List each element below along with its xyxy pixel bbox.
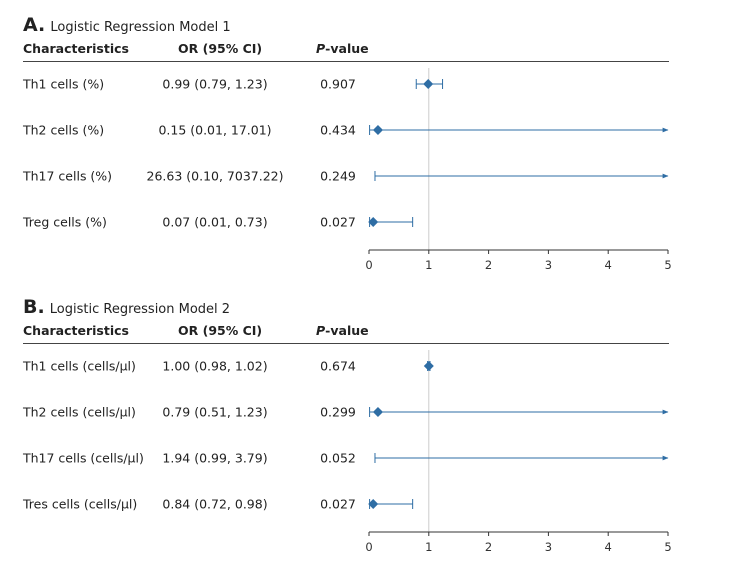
row-p-value: 0.674 xyxy=(320,358,356,374)
row-name: Th17 cells (cells/µl) xyxy=(23,450,144,466)
header-p-value: P-value xyxy=(316,323,369,338)
row-name: Th2 cells (%) xyxy=(23,122,105,138)
row-p-value: 0.052 xyxy=(320,450,356,466)
header-p-rest: -value xyxy=(325,41,369,56)
or-point xyxy=(372,407,383,417)
row-or-ci: 1.94 (0.99, 3.79) xyxy=(162,450,268,466)
x-tick-label: 5 xyxy=(664,540,671,554)
row-or-ci: 0.07 (0.01, 0.73) xyxy=(162,214,268,230)
x-tick-label: 4 xyxy=(605,540,612,554)
row-p-value: 0.299 xyxy=(320,404,356,420)
header-p-value: P-value xyxy=(316,41,369,56)
row-p-value: 0.027 xyxy=(320,214,356,230)
x-tick-label: 1 xyxy=(425,258,432,272)
row-p-value: 0.027 xyxy=(320,496,356,512)
row-p-value: 0.249 xyxy=(320,168,356,184)
row-or-ci: 0.15 (0.01, 17.01) xyxy=(158,122,272,138)
row-name: Th1 cells (cells/µl) xyxy=(23,358,136,374)
x-tick-label: 0 xyxy=(365,258,372,272)
header-or-ci: OR (95% CI) xyxy=(178,41,263,56)
panel-letter: A. xyxy=(23,14,46,36)
panel-name: Logistic Regression Model 2 xyxy=(49,302,231,317)
or-point xyxy=(423,79,434,89)
row-or-ci: 1.00 (0.98, 1.02) xyxy=(162,358,268,374)
header-rule xyxy=(23,343,669,344)
forest-panel-b: B. Logistic Regression Model 2 Character… xyxy=(0,282,731,564)
or-point xyxy=(372,125,383,135)
header-characteristics: Characteristics xyxy=(23,41,129,56)
forest-plot-b: 0 1 2 3 4 5 xyxy=(365,350,672,554)
forest-plot-a: 0 1 2 3 4 5 xyxy=(365,68,672,272)
or-point xyxy=(368,217,379,227)
panel-title: A. Logistic Regression Model 1 xyxy=(23,14,231,36)
x-tick-label: 0 xyxy=(365,540,372,554)
row-p-value: 0.434 xyxy=(320,122,356,138)
row-or-ci: 0.84 (0.72, 0.98) xyxy=(162,496,268,512)
row-name: Tres cells (cells/µl) xyxy=(23,496,138,512)
row-name: Treg cells (%) xyxy=(23,214,107,230)
row-name: Th1 cells (%) xyxy=(23,76,105,92)
header-p-italic: P xyxy=(316,323,326,338)
x-tick-label: 3 xyxy=(545,540,552,554)
x-tick-label: 5 xyxy=(664,258,671,272)
row-p-value: 0.907 xyxy=(320,76,356,92)
panel-name: Logistic Regression Model 1 xyxy=(50,20,231,35)
forest-panel-a: A. Logistic Regression Model 1 Character… xyxy=(23,14,672,272)
x-tick-label: 4 xyxy=(605,258,612,272)
panel-letter: B. xyxy=(23,296,45,318)
header-characteristics: Characteristics xyxy=(23,323,129,338)
x-tick-label: 2 xyxy=(485,258,492,272)
row-name: Th17 cells (%) xyxy=(23,168,113,184)
panel-title: B. Logistic Regression Model 2 xyxy=(23,296,230,318)
row-or-ci: 26.63 (0.10, 7037.22) xyxy=(146,168,284,184)
row-or-ci: 0.79 (0.51, 1.23) xyxy=(162,404,268,420)
row-name: Th2 cells (cells/µl) xyxy=(23,404,136,420)
header-p-rest: -value xyxy=(325,323,369,338)
header-p-italic: P xyxy=(316,41,326,56)
x-tick-label: 2 xyxy=(485,540,492,554)
header-or-ci: OR (95% CI) xyxy=(178,323,263,338)
x-tick-label: 3 xyxy=(545,258,552,272)
or-point xyxy=(423,361,434,371)
header-rule xyxy=(23,61,669,62)
row-or-ci: 0.99 (0.79, 1.23) xyxy=(162,76,268,92)
or-point xyxy=(368,499,379,509)
x-tick-label: 1 xyxy=(425,540,432,554)
